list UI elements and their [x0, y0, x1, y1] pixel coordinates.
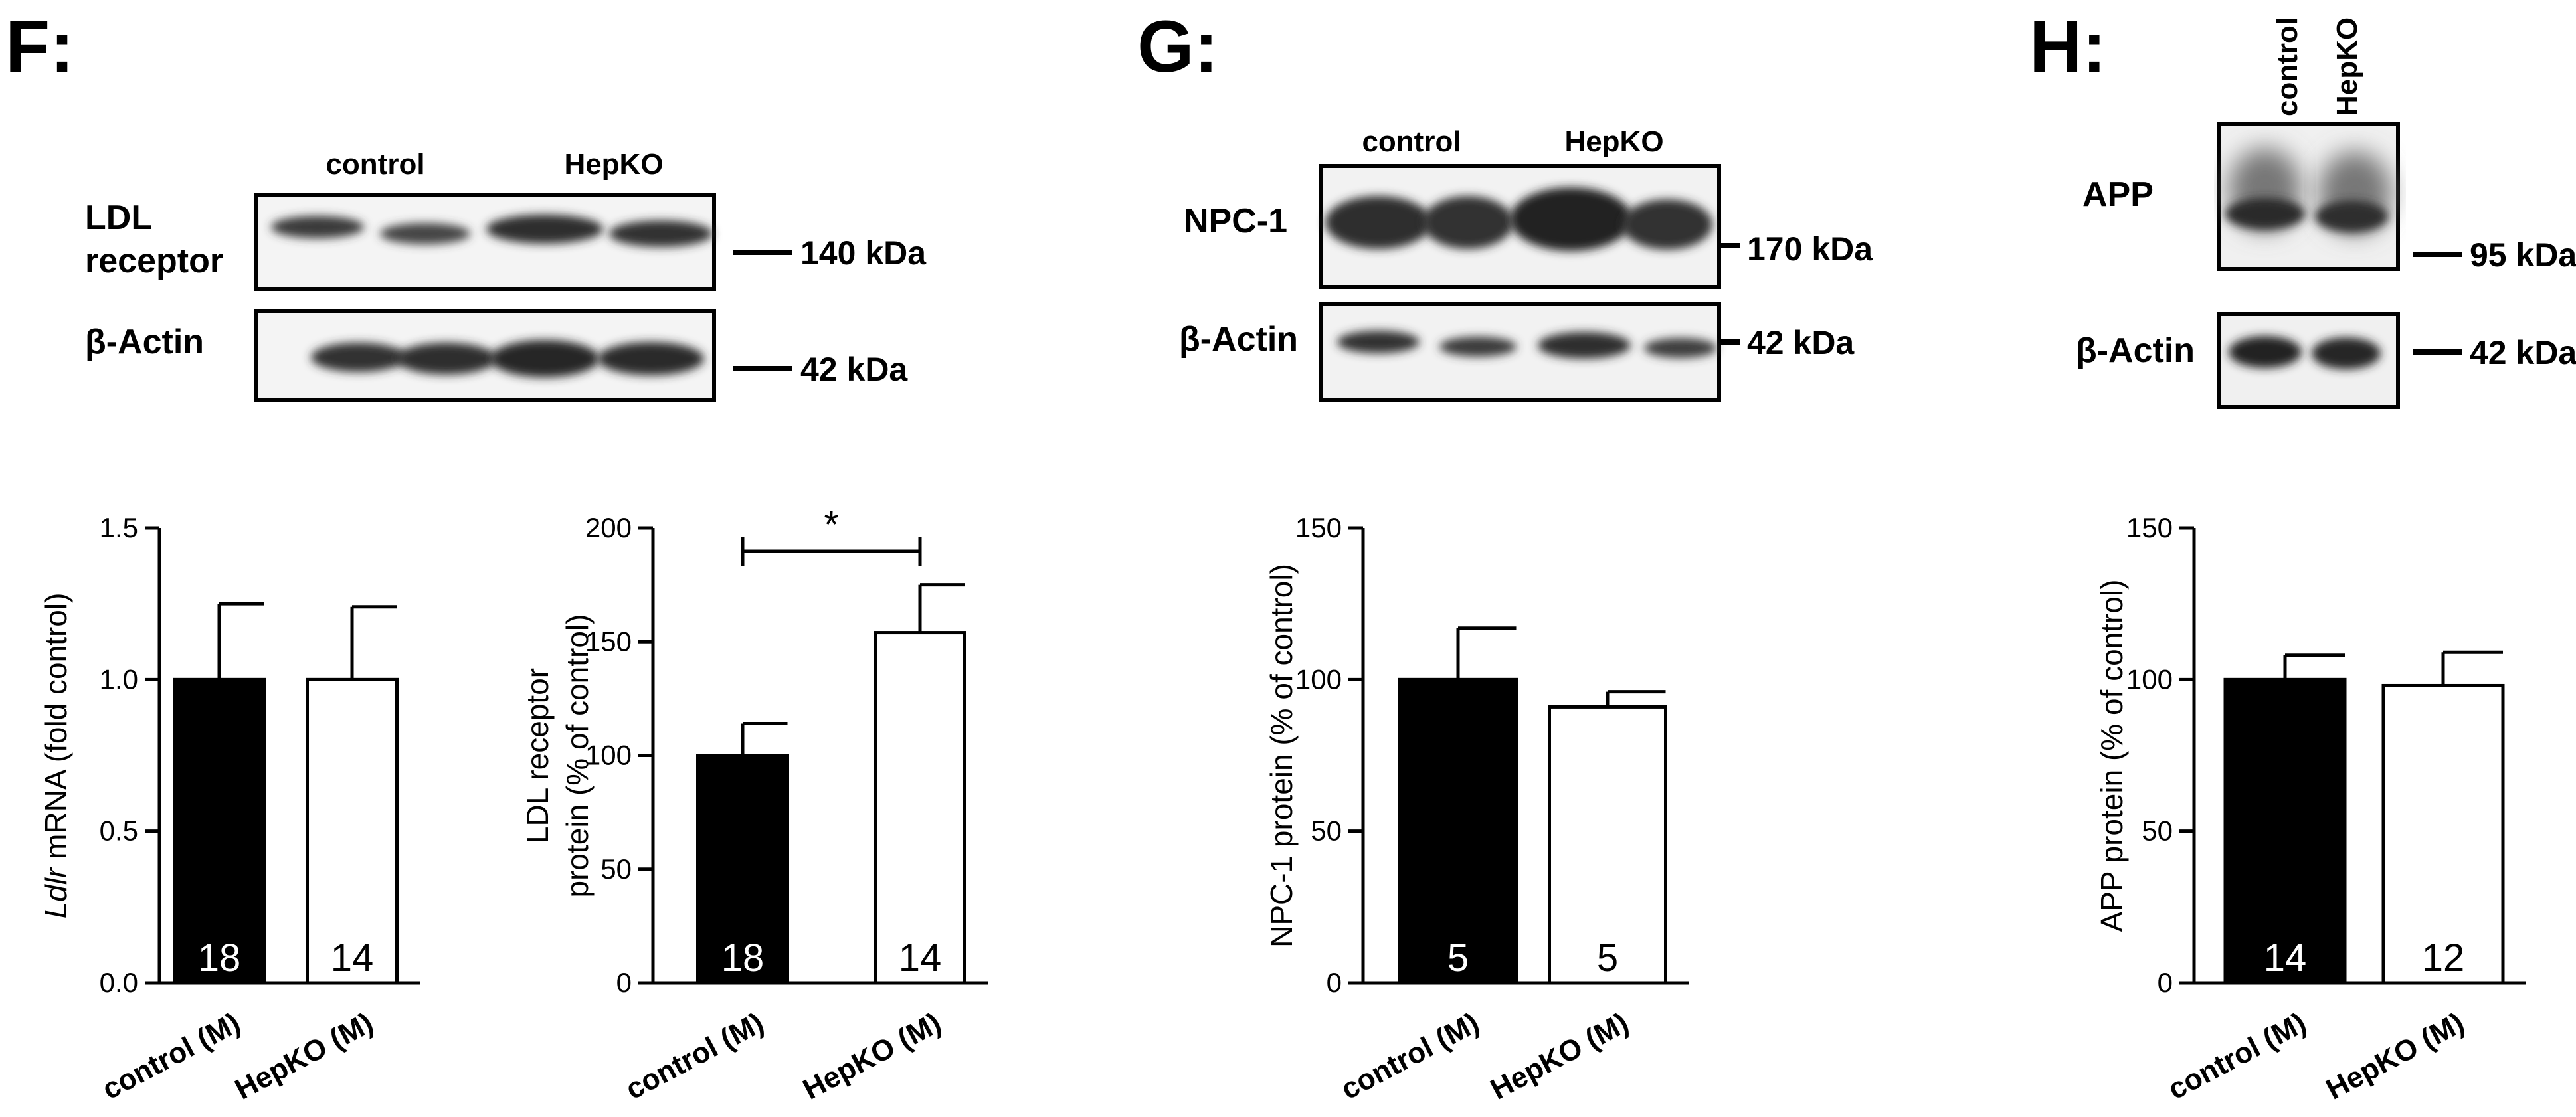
y-tick-label: 0.5 [100, 816, 138, 847]
bar [696, 754, 789, 985]
panel-letter-f: F: [5, 6, 74, 88]
y-tick-label: 0 [1327, 967, 1342, 998]
lane-group-label-control: control [1362, 126, 1461, 158]
marker-label: 42 kDa [800, 351, 908, 388]
blot-band [609, 220, 713, 247]
blot-band [2229, 336, 2302, 368]
blot-row-label: β-Actin [1179, 320, 1298, 359]
x-category-label: HepKO (M) [798, 1007, 947, 1106]
y-tick-label: 100 [585, 740, 632, 771]
blot-band [1337, 331, 1420, 353]
blot-band [1538, 332, 1631, 359]
n-label: 18 [198, 936, 241, 980]
y-tick-label: 100 [2126, 663, 2173, 695]
lane-group-label-hepko: HepKO [1564, 126, 1663, 158]
lane-label-control: control [2271, 17, 2304, 116]
blot-band [2225, 198, 2305, 230]
blot-band [2312, 337, 2381, 369]
blot-row-label: APP [2082, 175, 2154, 214]
blot-band [1325, 196, 1431, 249]
marker-label: 140 kDa [800, 234, 927, 272]
y-axis-title: LDL receptor [520, 668, 555, 843]
marker-label: 170 kDa [1747, 230, 1873, 268]
n-label: 14 [899, 936, 942, 980]
y-tick-label: 50 [2142, 816, 2173, 847]
x-category-label: control (M) [620, 1007, 769, 1106]
bar [2223, 677, 2347, 985]
blot-band [1510, 187, 1632, 251]
blot-band [1644, 338, 1717, 358]
y-tick-label: 100 [1295, 663, 1342, 695]
n-label: 14 [2264, 936, 2307, 980]
bar [2381, 683, 2505, 985]
blot-row-label: β-Actin [2076, 331, 2195, 370]
blot-g: control HepKO NPC-1 β-Actin 170 kDa 42 k… [1179, 126, 1873, 402]
significance-marker: * [824, 503, 839, 547]
n-label: 12 [2422, 936, 2465, 980]
y-axis-title: protein (% of control) [560, 614, 595, 898]
blot-h: control HepKO APP β-Actin 95 kDa 42 kDa [2076, 17, 2576, 409]
blot-band [2315, 201, 2388, 232]
bar [173, 677, 266, 985]
y-axis-title: APP protein (% of control) [2094, 580, 2129, 932]
bar [874, 631, 966, 985]
panel-letter-g: G: [1137, 6, 1218, 88]
x-category-label: HepKO (M) [1485, 1007, 1634, 1106]
y-tick-label: 50 [1311, 816, 1342, 847]
marker-label: 95 kDa [2470, 236, 2576, 274]
blot-row-label: NPC-1 [1184, 202, 1287, 240]
n-label: 18 [721, 936, 765, 980]
bar [306, 677, 399, 985]
blot-row-label: receptor [85, 242, 223, 280]
n-label: 5 [1597, 936, 1618, 980]
n-label: 5 [1447, 936, 1469, 980]
y-axis-title: NPC-1 protein (% of control) [1264, 564, 1299, 948]
blot-band [271, 216, 364, 238]
blot-band [1439, 337, 1517, 357]
y-tick-label: 50 [600, 853, 632, 885]
y-tick-label: 0.0 [100, 967, 138, 998]
bar-chart-app-protein: 0 50 100 150 14 control (M) 12 HepKO (M) APP pro… [2094, 512, 2526, 1106]
blot-row-label: LDL [85, 199, 152, 237]
blot-band [1622, 199, 1712, 250]
lane-group-label-hepko: HepKO [564, 148, 663, 181]
blot-f: control HepKO LDL receptor β-Actin 140 k… [85, 148, 927, 402]
y-tick-label: 150 [1295, 512, 1342, 543]
bar-chart-ldlr-protein: 0 50 100 150 200 18 control (M) 14 HepKO (M) LDL … [520, 503, 988, 1106]
y-tick-label: 0 [616, 967, 632, 998]
blot-band [397, 343, 496, 375]
lane-group-label-control: control [325, 148, 424, 181]
x-category-label: HepKO (M) [2321, 1007, 2470, 1106]
blot-band [311, 343, 407, 372]
bar [1548, 705, 1667, 985]
marker-label: 42 kDa [2470, 334, 2576, 371]
y-tick-label: 1.0 [100, 663, 138, 695]
bar-chart-ldlr-mrna: 0.0 0.5 1.0 1.5 18 control (M) 14 HepKO (M) Ldlr… [39, 512, 420, 1106]
blot-row-label: β-Actin [85, 323, 204, 361]
x-category-label: control (M) [2163, 1007, 2312, 1106]
marker-label: 42 kDa [1747, 324, 1855, 361]
bar [1398, 677, 1518, 985]
n-label: 14 [331, 936, 374, 980]
y-tick-label: 200 [585, 512, 632, 543]
y-tick-label: 1.5 [100, 512, 138, 543]
blot-band [1423, 196, 1513, 249]
y-tick-label: 0 [2158, 967, 2173, 998]
blot-band [598, 342, 704, 375]
y-tick-label: 150 [585, 626, 632, 657]
x-category-label: control (M) [1336, 1007, 1485, 1106]
x-category-label: control (M) [97, 1007, 246, 1106]
blot-band [380, 223, 470, 244]
y-tick-label: 150 [2126, 512, 2173, 543]
panel-letter-h: H: [2029, 6, 2106, 88]
bar-chart-npc1-protein: 0 50 100 150 5 control (M) 5 HepKO (M) NPC-1 pro… [1264, 512, 1689, 1106]
blot-band [490, 340, 599, 377]
y-axis-title: Ldlr mRNA (fold control) [39, 593, 73, 919]
lane-label-hepko: HepKO [2331, 17, 2363, 116]
x-category-label: HepKO (M) [230, 1007, 379, 1106]
blot-band [486, 215, 603, 244]
